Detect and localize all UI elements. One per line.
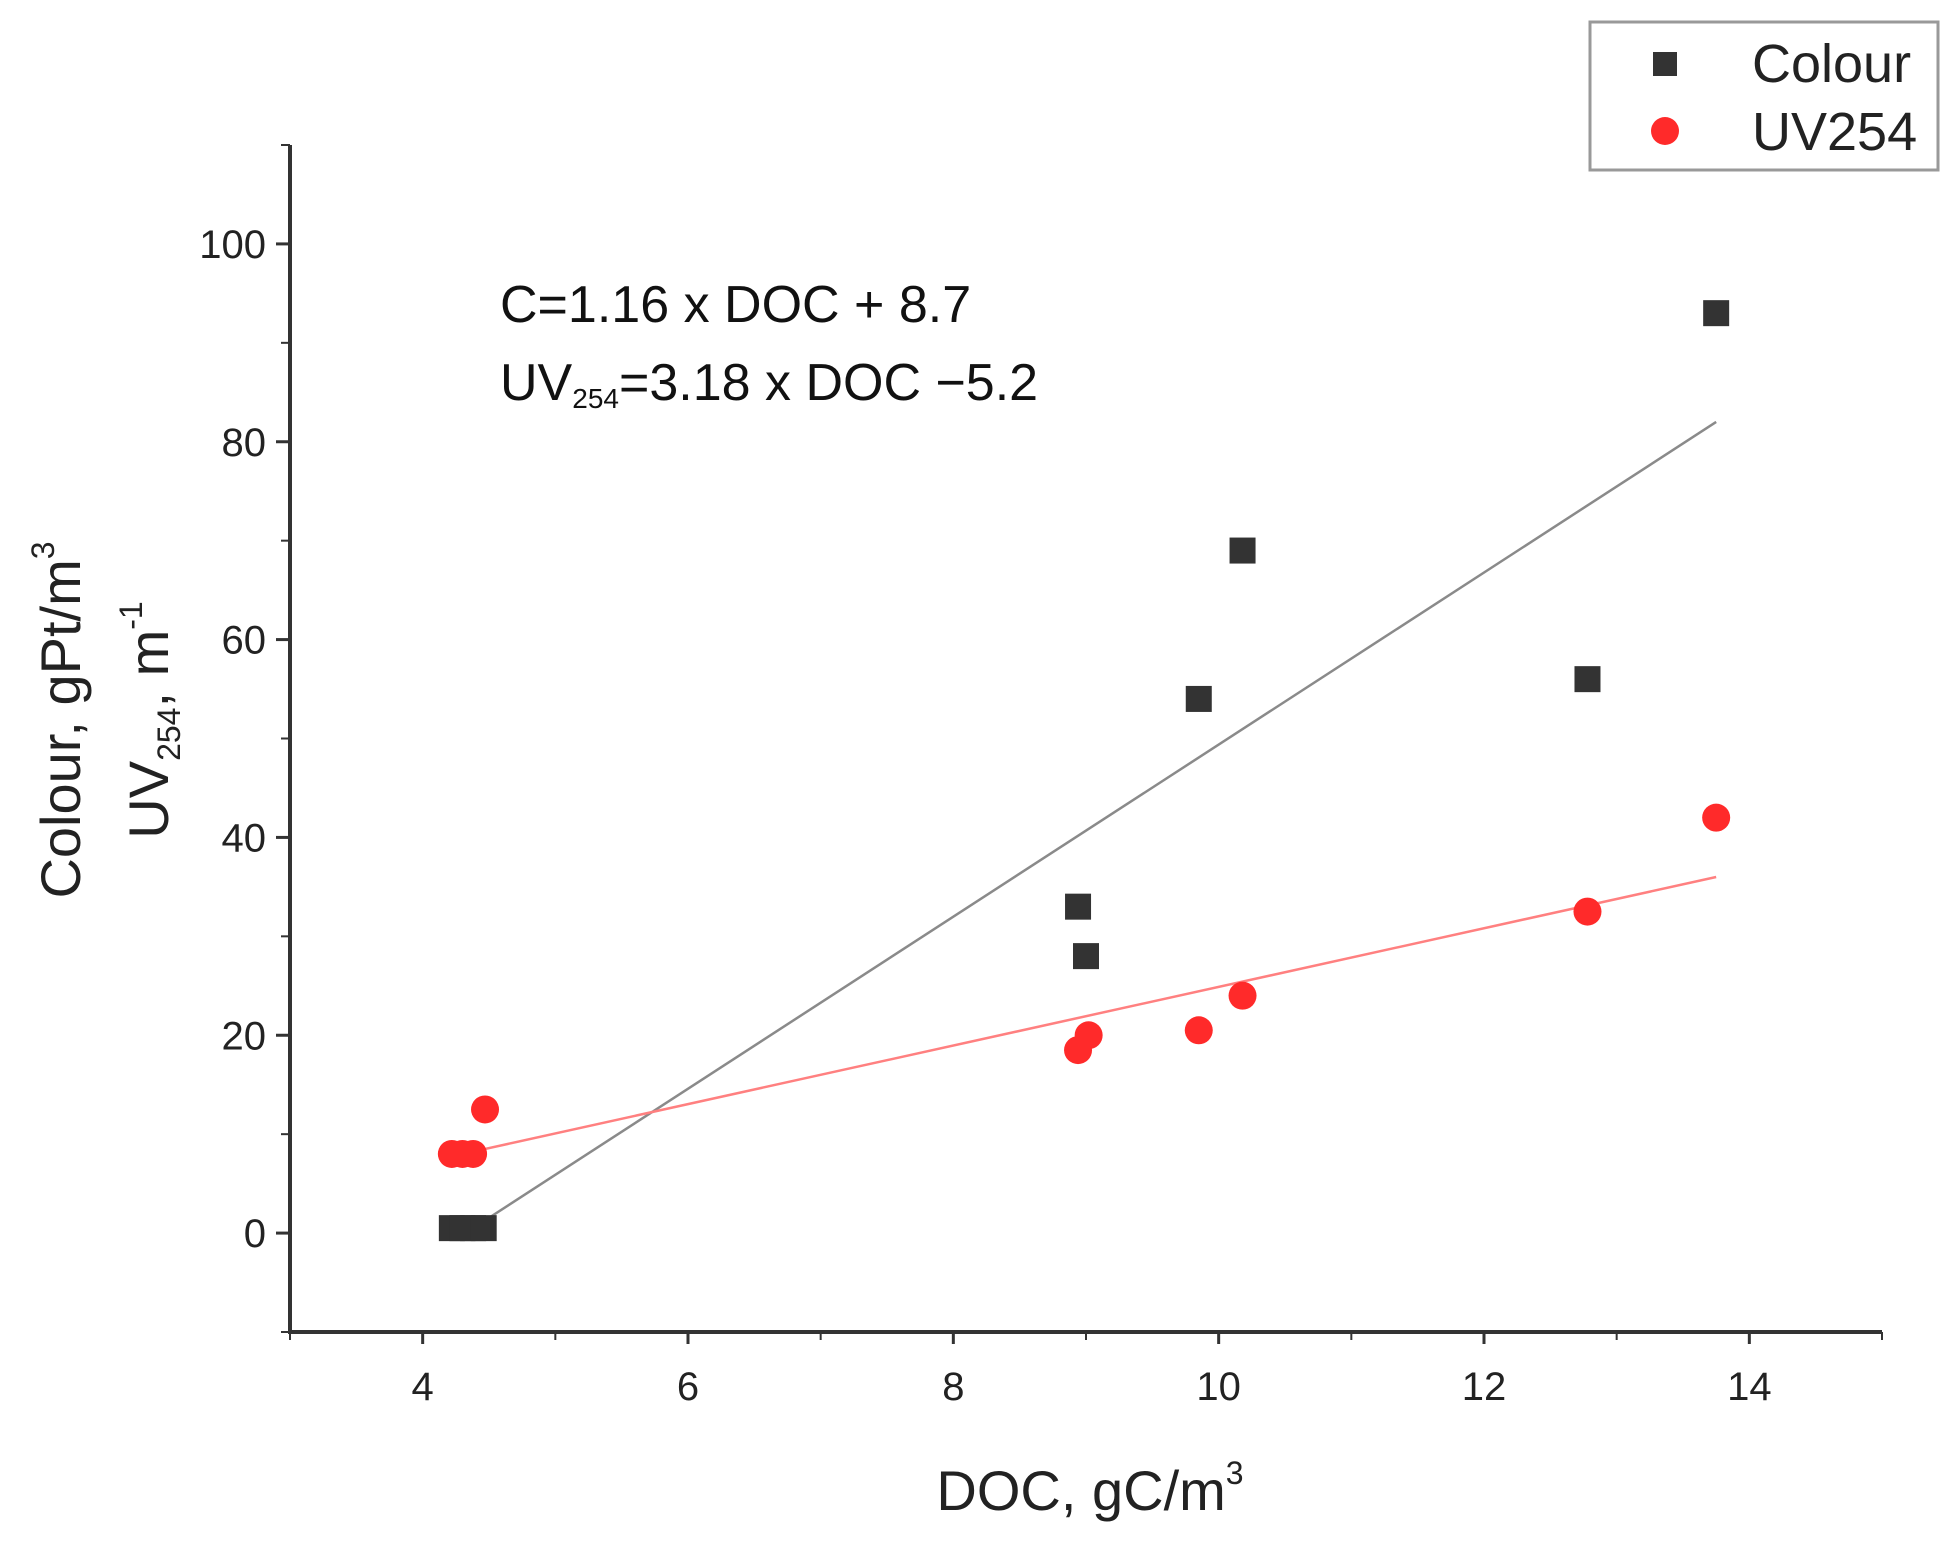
y-axis-title-line2-prefix: UV: [117, 760, 180, 838]
legend-label-uv254: UV254: [1752, 102, 1917, 162]
legend-label-colour: Colour: [1752, 34, 1911, 94]
x-axis-title-sup: 3: [1226, 1455, 1244, 1491]
fit-line-colour: [472, 420, 1717, 1230]
x-tick-label-8: 8: [942, 1365, 964, 1409]
point-uv254-6: [1184, 1016, 1213, 1045]
y-axis-title-line2-mid: , m: [117, 630, 180, 708]
y-axis-title-line2-sub: 254: [151, 708, 187, 761]
legend: Colour UV254: [1588, 20, 1940, 172]
y-tick-label-0: 0: [244, 1212, 266, 1256]
fit-lines: [462, 420, 1717, 1230]
equation-uv254-sub: 254: [572, 383, 619, 414]
x-axis-title: DOC, gC/m3: [936, 1455, 1243, 1522]
point-uv254-9: [1702, 803, 1731, 832]
y-axis-title-line2: UV254, m-1: [113, 601, 187, 838]
x-tick-label-4: 4: [412, 1365, 434, 1409]
y-tick-label-80: 80: [222, 421, 267, 465]
data-points: [437, 300, 1731, 1242]
x-tick-label-6: 6: [677, 1365, 699, 1409]
y-axis-title-line1-sup: 3: [25, 541, 61, 559]
y-tick-label-40: 40: [222, 816, 267, 860]
y-tick-label-20: 20: [222, 1014, 267, 1058]
equation-uv254: UV254=3.18 x DOC −5.2: [500, 354, 1038, 414]
point-uv254-8: [1573, 897, 1602, 926]
point-colour-4: [1065, 893, 1092, 920]
axis-ticks: 4 6 8 10 12 14 0 20 40 60 80 100: [199, 144, 1883, 1409]
point-colour-6: [1185, 685, 1212, 712]
legend-box: [1588, 20, 1940, 172]
legend-marker-colour: [1653, 52, 1677, 76]
equation-colour: C=1.16 x DOC + 8.7: [500, 276, 971, 334]
y-axis-title-line2-sup: -1: [113, 601, 149, 629]
fit-line-uv254: [462, 875, 1717, 1156]
point-colour-9: [1703, 300, 1730, 327]
y-tick-label-100: 100: [199, 223, 266, 267]
x-tick-label-10: 10: [1196, 1365, 1241, 1409]
point-colour-5: [1073, 943, 1099, 970]
x-tick-label-14: 14: [1727, 1365, 1772, 1409]
y-tick-label-60: 60: [222, 619, 267, 663]
y-axis-title-line1: Colour, gPt/m3: [25, 541, 92, 898]
legend-marker-uv254: [1651, 117, 1679, 145]
point-colour-3: [470, 1215, 497, 1242]
x-axis-title-main: DOC, gC/m: [936, 1459, 1225, 1522]
point-colour-7: [1229, 537, 1256, 564]
point-uv254-2: [459, 1139, 488, 1168]
x-tick-label-12: 12: [1462, 1365, 1507, 1409]
point-uv254-3: [471, 1095, 500, 1124]
point-uv254-7: [1228, 981, 1257, 1010]
equation-uv254-rest: =3.18 x DOC −5.2: [619, 354, 1038, 412]
y-axis-title-line1-main: Colour, gPt/m: [29, 559, 92, 898]
equation-uv254-prefix: UV: [500, 354, 573, 412]
point-uv254-5: [1074, 1021, 1103, 1050]
point-colour-8: [1574, 666, 1601, 693]
